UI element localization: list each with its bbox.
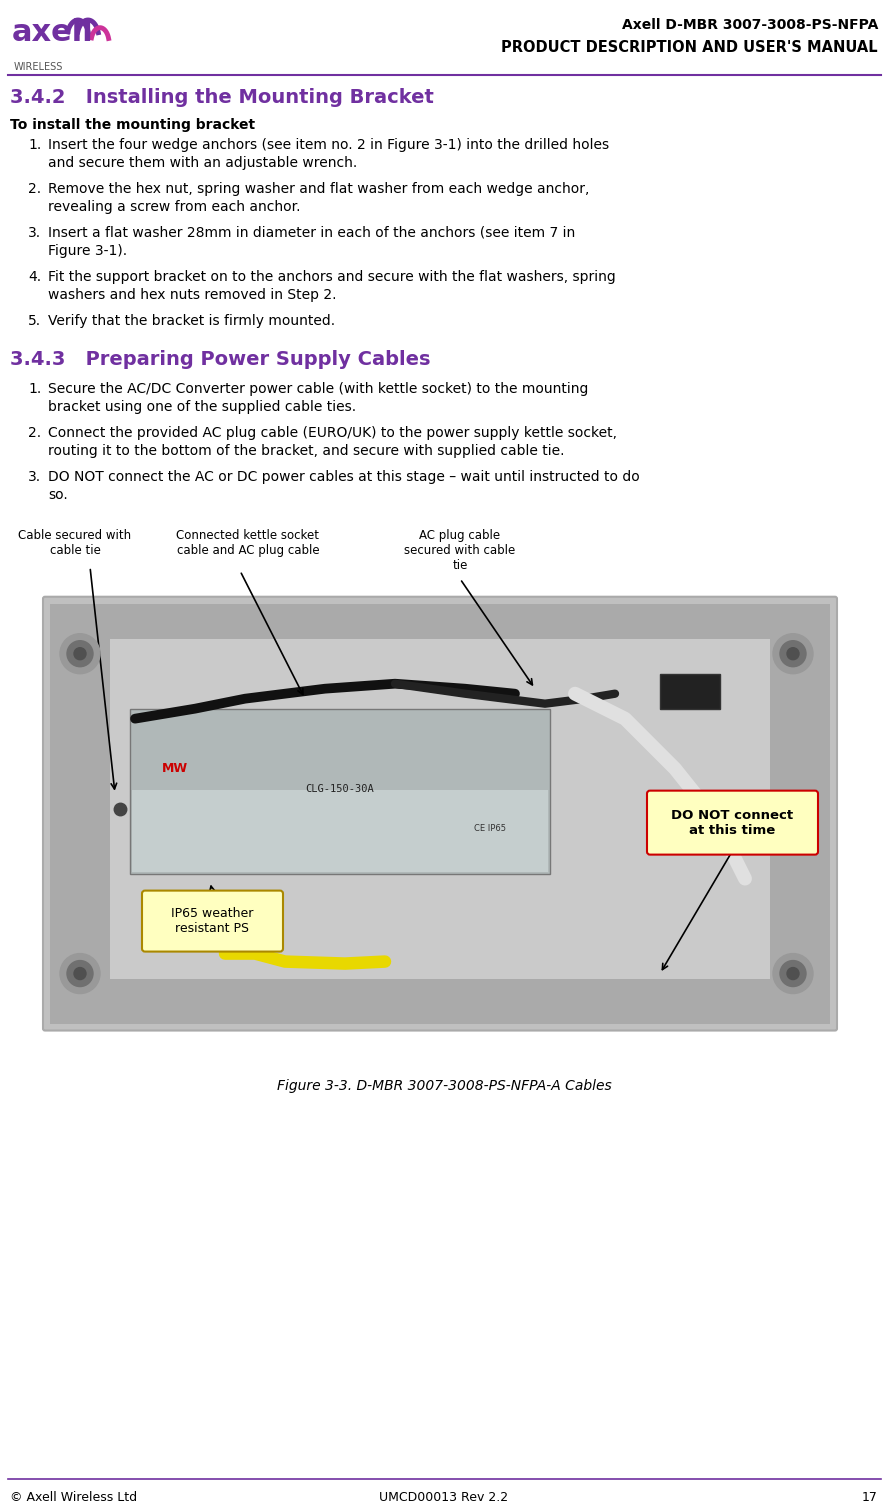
- Text: 1.: 1.: [28, 137, 41, 152]
- Bar: [50, 603, 110, 1024]
- Bar: [770, 603, 830, 1024]
- Text: bracket using one of the supplied cable ties.: bracket using one of the supplied cable …: [48, 400, 356, 413]
- Text: PRODUCT DESCRIPTION AND USER'S MANUAL: PRODUCT DESCRIPTION AND USER'S MANUAL: [501, 41, 878, 54]
- Text: IP65 weather
resistant PS: IP65 weather resistant PS: [171, 906, 253, 935]
- Text: washers and hex nuts removed in Step 2.: washers and hex nuts removed in Step 2.: [48, 288, 337, 302]
- Text: CLG-150-30A: CLG-150-30A: [306, 784, 374, 793]
- Text: Insert a flat washer 28mm in diameter in each of the anchors (see item 7 in: Insert a flat washer 28mm in diameter in…: [48, 226, 575, 240]
- Text: DO NOT connect
at this time: DO NOT connect at this time: [671, 808, 793, 837]
- Text: DO NOT connect the AC or DC power cables at this stage – wait until instructed t: DO NOT connect the AC or DC power cables…: [48, 470, 640, 484]
- Text: so.: so.: [48, 487, 68, 502]
- Text: 3.: 3.: [28, 470, 41, 484]
- Text: axell: axell: [12, 18, 93, 47]
- Text: © Axell Wireless Ltd: © Axell Wireless Ltd: [10, 1491, 137, 1505]
- Text: 2.: 2.: [28, 182, 41, 196]
- Text: and secure them with an adjustable wrench.: and secure them with an adjustable wrenc…: [48, 155, 357, 170]
- Text: MW: MW: [162, 762, 188, 775]
- Text: Connected kettle socket
cable and AC plug cable: Connected kettle socket cable and AC plu…: [177, 529, 319, 556]
- Text: Remove the hex nut, spring washer and flat washer from each wedge anchor,: Remove the hex nut, spring washer and fl…: [48, 182, 589, 196]
- Text: 3.4.2   Installing the Mounting Bracket: 3.4.2 Installing the Mounting Bracket: [10, 87, 434, 107]
- Circle shape: [780, 961, 806, 986]
- Text: CE IP65: CE IP65: [474, 825, 506, 832]
- Circle shape: [787, 648, 799, 659]
- Circle shape: [67, 961, 93, 986]
- Text: Figure 3-1).: Figure 3-1).: [48, 244, 127, 258]
- FancyBboxPatch shape: [43, 597, 837, 1030]
- Text: AC plug cable
secured with cable
tie: AC plug cable secured with cable tie: [404, 529, 516, 572]
- Text: 1.: 1.: [28, 382, 41, 395]
- Circle shape: [773, 633, 813, 674]
- Text: 3.: 3.: [28, 226, 41, 240]
- Circle shape: [780, 641, 806, 667]
- Text: 17: 17: [862, 1491, 878, 1505]
- Circle shape: [74, 968, 86, 980]
- Text: 5.: 5.: [28, 314, 41, 327]
- Circle shape: [67, 641, 93, 667]
- Bar: [132, 790, 548, 872]
- Text: To install the mounting bracket: To install the mounting bracket: [10, 118, 255, 131]
- Text: routing it to the bottom of the bracket, and secure with supplied cable tie.: routing it to the bottom of the bracket,…: [48, 443, 565, 458]
- FancyBboxPatch shape: [647, 790, 818, 855]
- Text: Figure 3-3. D-MBR 3007-3008-PS-NFPA-A Cables: Figure 3-3. D-MBR 3007-3008-PS-NFPA-A Ca…: [276, 1078, 612, 1092]
- Bar: [50, 979, 830, 1024]
- Bar: [130, 709, 550, 873]
- Circle shape: [60, 633, 100, 674]
- Text: Insert the four wedge anchors (see item no. 2 in Figure 3-1) into the drilled ho: Insert the four wedge anchors (see item …: [48, 137, 609, 152]
- Text: Connect the provided AC plug cable (EURO/UK) to the power supply kettle socket,: Connect the provided AC plug cable (EURO…: [48, 425, 617, 440]
- Text: Verify that the bracket is firmly mounted.: Verify that the bracket is firmly mounte…: [48, 314, 335, 327]
- FancyBboxPatch shape: [142, 891, 283, 952]
- Bar: [55, 609, 825, 1018]
- Circle shape: [60, 953, 100, 994]
- Text: Fit the support bracket on to the anchors and secure with the flat washers, spri: Fit the support bracket on to the anchor…: [48, 270, 616, 284]
- Text: 3.4.3   Preparing Power Supply Cables: 3.4.3 Preparing Power Supply Cables: [10, 350, 430, 369]
- Circle shape: [773, 953, 813, 994]
- Bar: [50, 603, 830, 639]
- Text: Cable secured with
cable tie: Cable secured with cable tie: [19, 529, 132, 556]
- Text: WIRELESS: WIRELESS: [14, 62, 63, 72]
- Text: 2.: 2.: [28, 425, 41, 440]
- Text: Axell D-MBR 3007-3008-PS-NFPA: Axell D-MBR 3007-3008-PS-NFPA: [621, 18, 878, 32]
- Circle shape: [787, 968, 799, 980]
- Bar: [660, 674, 720, 709]
- Text: UMCD00013 Rev 2.2: UMCD00013 Rev 2.2: [380, 1491, 509, 1505]
- Text: Secure the AC/DC Converter power cable (with kettle socket) to the mounting: Secure the AC/DC Converter power cable (…: [48, 382, 589, 395]
- Text: revealing a screw from each anchor.: revealing a screw from each anchor.: [48, 201, 300, 214]
- Circle shape: [74, 648, 86, 659]
- Text: 4.: 4.: [28, 270, 41, 284]
